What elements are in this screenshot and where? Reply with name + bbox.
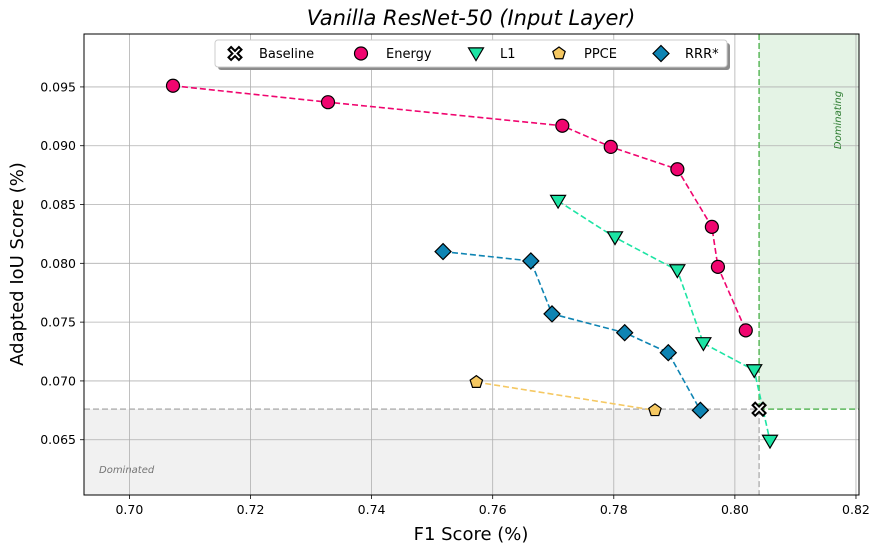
y-tick-label: 0.065 (40, 432, 76, 447)
x-tick-label: 0.78 (600, 502, 628, 517)
data-point (668, 264, 686, 279)
y-axis-label: Adapted IoU Score (%) (7, 162, 28, 366)
data-point (469, 374, 484, 388)
data-point (704, 219, 719, 234)
x-tick-label: 0.74 (358, 502, 386, 517)
y-tick-label: 0.090 (40, 138, 76, 153)
data-point (555, 118, 570, 133)
y-tick-label: 0.080 (40, 256, 76, 271)
dominating-region (759, 34, 859, 410)
legend-entry: RRR* (652, 44, 719, 63)
x-tick-label: 0.80 (721, 502, 749, 517)
legend-label: Energy (386, 47, 432, 62)
legend-marker (353, 46, 369, 61)
data-point (648, 403, 662, 417)
legend-marker (227, 45, 243, 62)
data-point (659, 343, 678, 362)
points-baseline (751, 401, 768, 418)
dominating-region-label: Dominating (833, 91, 844, 149)
data-point (670, 162, 685, 177)
data-point (691, 401, 710, 420)
series-ppce (476, 381, 656, 412)
series-line (476, 381, 656, 412)
data-point (761, 434, 779, 450)
legend-box (214, 39, 728, 68)
data-point (543, 305, 561, 323)
legend-marker (652, 44, 670, 63)
y-tick-label: 0.085 (40, 197, 76, 212)
data-point (615, 323, 634, 342)
legend-label: Baseline (259, 47, 314, 62)
x-tick-label: 0.70 (115, 502, 143, 517)
data-point (751, 401, 768, 418)
y-tick-label: 0.095 (40, 79, 76, 94)
data-point (320, 95, 336, 110)
legend-label: RRR* (685, 47, 719, 62)
legend: Baseline Energy L1 PPCE RRR* (214, 39, 730, 70)
points-energy (165, 78, 753, 338)
legend-label: PPCE (584, 47, 617, 62)
legend-entry: Baseline (227, 45, 314, 62)
points-rrr- (434, 242, 710, 420)
points-ppce (469, 374, 662, 417)
series-line (442, 250, 702, 411)
legend-entry: PPCE (552, 46, 617, 62)
data-point (738, 323, 753, 338)
data-point (434, 242, 452, 261)
data-point (710, 259, 726, 274)
data-point (606, 231, 624, 246)
legend-marker (552, 46, 566, 60)
chart-title: Vanilla ResNet-50 (Input Layer) (307, 6, 636, 30)
x-tick-label: 0.76 (479, 502, 507, 517)
series-l1 (557, 200, 771, 442)
x-tick-label: 0.72 (237, 502, 265, 517)
plot-frame (83, 33, 860, 496)
x-tick-label: 0.82 (842, 502, 870, 517)
data-point (694, 337, 712, 352)
series-rrr- (442, 250, 702, 411)
legend-marker (467, 47, 485, 62)
data-point (549, 194, 567, 210)
plot-background (84, 34, 859, 495)
x-axis-label: F1 Score (%) (414, 524, 529, 545)
data-point (521, 252, 540, 270)
data-point (165, 78, 181, 93)
series-line (557, 200, 771, 442)
dominated-region (84, 409, 760, 495)
y-tick-label: 0.075 (40, 315, 76, 330)
data-point (745, 364, 763, 379)
legend-label: L1 (500, 47, 516, 62)
legend-entry: L1 (467, 47, 516, 62)
points-l1 (549, 194, 779, 450)
legend-entry: Energy (353, 46, 432, 62)
dominated-region-label: Dominated (99, 465, 155, 476)
y-tick-label: 0.070 (40, 373, 76, 388)
data-point (603, 139, 618, 154)
